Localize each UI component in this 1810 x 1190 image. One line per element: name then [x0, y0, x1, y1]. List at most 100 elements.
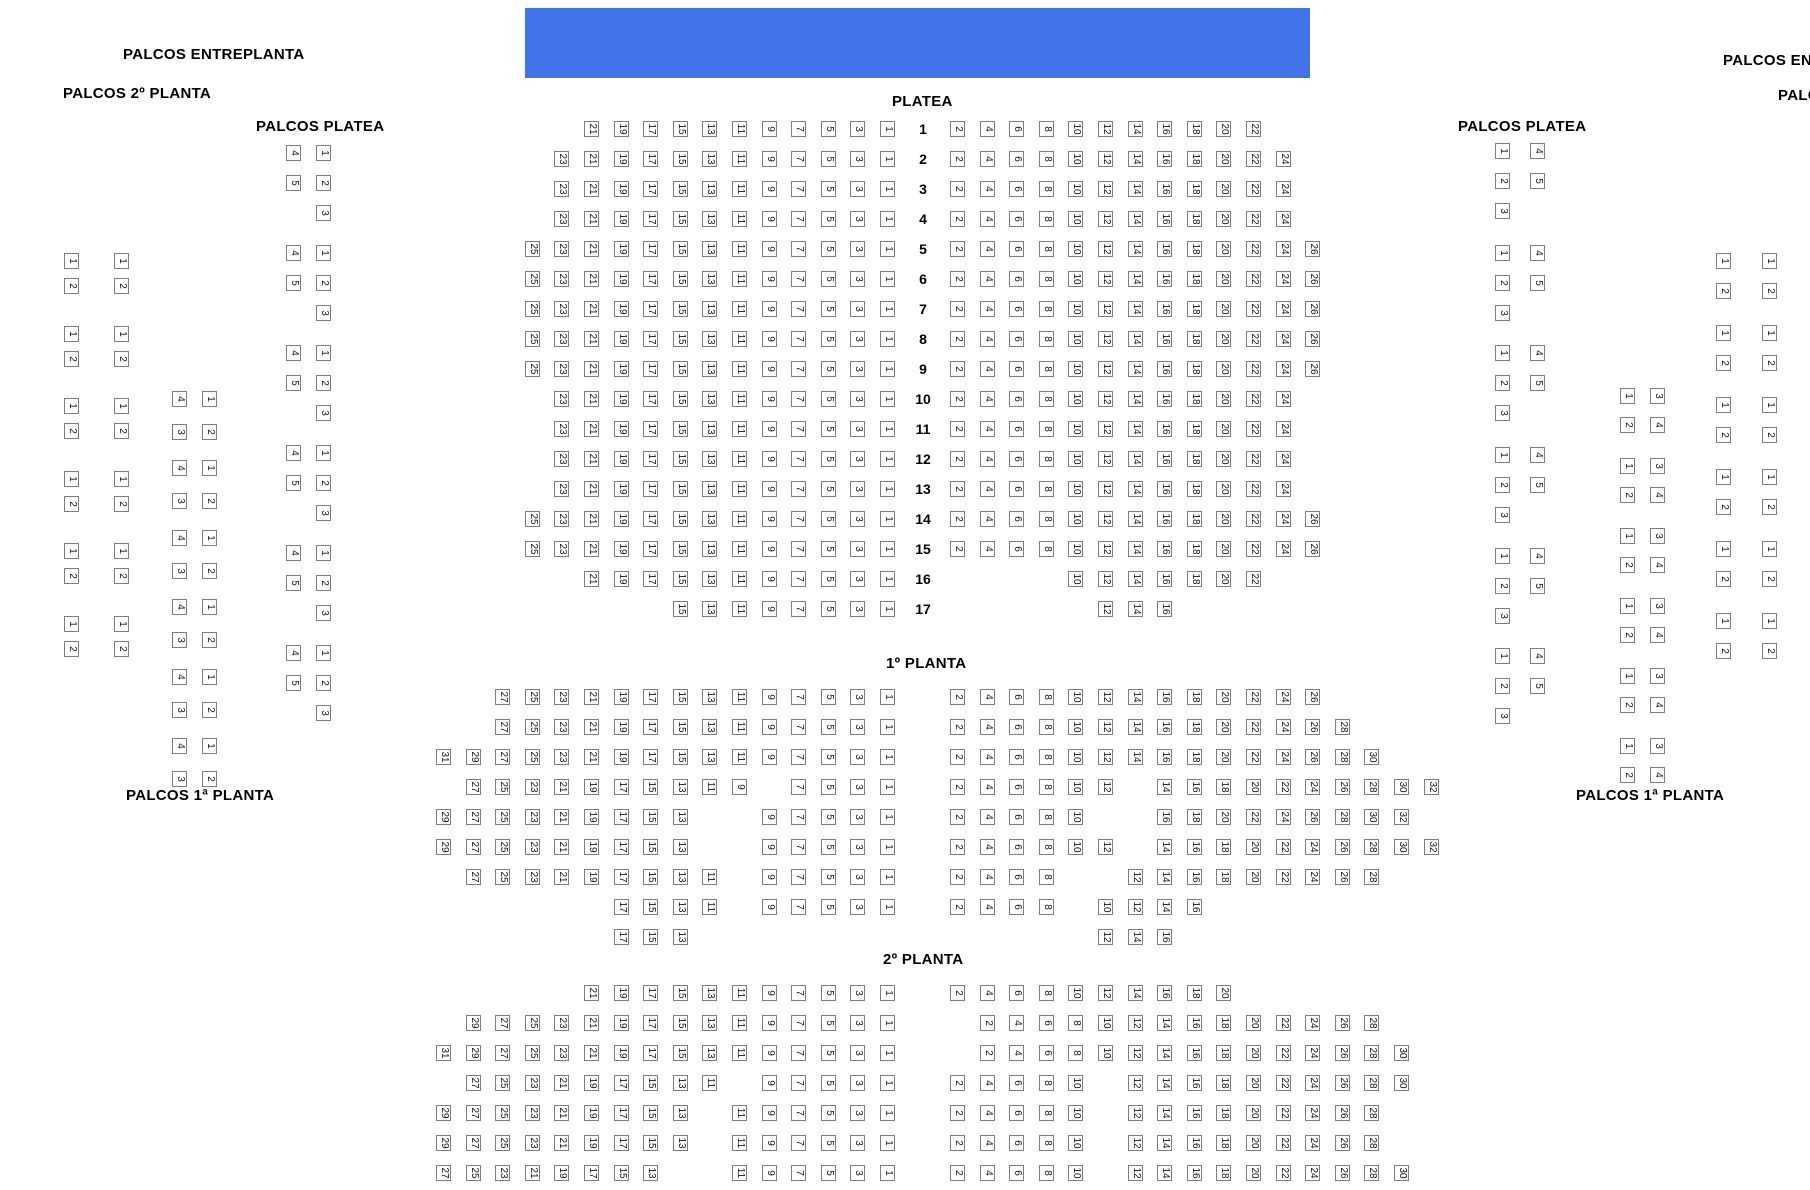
- seat[interactable]: 16: [1187, 1015, 1202, 1031]
- seat[interactable]: 2: [1762, 427, 1777, 443]
- seat[interactable]: 7: [791, 719, 806, 735]
- seat[interactable]: 5: [821, 779, 836, 795]
- seat[interactable]: 2: [64, 496, 79, 512]
- seat[interactable]: 27: [466, 779, 481, 795]
- seat[interactable]: 6: [1009, 451, 1024, 467]
- seat[interactable]: 4: [980, 985, 995, 1001]
- seat[interactable]: 2: [950, 151, 965, 167]
- seat[interactable]: 1: [1620, 668, 1635, 684]
- seat[interactable]: 22: [1246, 181, 1261, 197]
- seat[interactable]: 12: [1098, 211, 1113, 227]
- seat[interactable]: 2: [114, 278, 129, 294]
- seat[interactable]: 28: [1364, 1135, 1379, 1151]
- seat[interactable]: 25: [466, 1165, 481, 1181]
- seat[interactable]: 8: [1068, 1015, 1083, 1031]
- seat[interactable]: 13: [702, 985, 717, 1001]
- seat[interactable]: 24: [1305, 1105, 1320, 1121]
- seat[interactable]: 28: [1364, 869, 1379, 885]
- seat[interactable]: 13: [702, 601, 717, 617]
- seat[interactable]: 2: [114, 351, 129, 367]
- seat[interactable]: 9: [762, 809, 777, 825]
- seat[interactable]: 5: [821, 361, 836, 377]
- seat[interactable]: 15: [673, 241, 688, 257]
- seat[interactable]: 10: [1068, 809, 1083, 825]
- seat[interactable]: 27: [495, 719, 510, 735]
- seat[interactable]: 17: [643, 211, 658, 227]
- seat[interactable]: 3: [316, 305, 331, 321]
- seat[interactable]: 24: [1276, 301, 1291, 317]
- seat[interactable]: 9: [762, 271, 777, 287]
- seat[interactable]: 20: [1216, 451, 1231, 467]
- seat[interactable]: 16: [1157, 809, 1172, 825]
- seat[interactable]: 23: [554, 181, 569, 197]
- seat[interactable]: 21: [554, 1105, 569, 1121]
- seat[interactable]: 2: [1495, 375, 1510, 391]
- seat[interactable]: 3: [316, 505, 331, 521]
- seat[interactable]: 5: [821, 511, 836, 527]
- seat[interactable]: 28: [1364, 1015, 1379, 1031]
- seat[interactable]: 22: [1246, 271, 1261, 287]
- seat[interactable]: 1: [1762, 325, 1777, 341]
- seat[interactable]: 10: [1068, 181, 1083, 197]
- seat[interactable]: 10: [1098, 1045, 1113, 1061]
- seat[interactable]: 5: [821, 451, 836, 467]
- seat[interactable]: 11: [732, 181, 747, 197]
- seat[interactable]: 3: [1650, 668, 1665, 684]
- seat[interactable]: 1: [114, 326, 129, 342]
- seat[interactable]: 16: [1157, 181, 1172, 197]
- seat[interactable]: 15: [673, 541, 688, 557]
- seat[interactable]: 2: [1716, 643, 1731, 659]
- seat[interactable]: 9: [762, 1165, 777, 1181]
- seat[interactable]: 20: [1216, 541, 1231, 557]
- seat[interactable]: 25: [525, 361, 540, 377]
- seat[interactable]: 3: [172, 563, 187, 579]
- seat[interactable]: 4: [980, 511, 995, 527]
- seat[interactable]: 24: [1276, 689, 1291, 705]
- seat[interactable]: 26: [1305, 271, 1320, 287]
- seat[interactable]: 7: [791, 511, 806, 527]
- seat[interactable]: 19: [614, 151, 629, 167]
- seat[interactable]: 3: [850, 211, 865, 227]
- seat[interactable]: 3: [850, 749, 865, 765]
- seat[interactable]: 14: [1128, 301, 1143, 317]
- seat[interactable]: 32: [1424, 839, 1439, 855]
- seat[interactable]: 9: [762, 719, 777, 735]
- seat[interactable]: 2: [950, 301, 965, 317]
- seat[interactable]: 1: [202, 669, 217, 685]
- seat[interactable]: 6: [1009, 1075, 1024, 1091]
- seat[interactable]: 9: [762, 121, 777, 137]
- seat[interactable]: 19: [614, 1015, 629, 1031]
- seat[interactable]: 14: [1128, 331, 1143, 347]
- seat[interactable]: 18: [1187, 181, 1202, 197]
- seat[interactable]: 18: [1187, 571, 1202, 587]
- seat[interactable]: 15: [673, 121, 688, 137]
- seat[interactable]: 12: [1098, 779, 1113, 795]
- seat[interactable]: 2: [1495, 678, 1510, 694]
- seat[interactable]: 11: [732, 1135, 747, 1151]
- seat[interactable]: 15: [673, 985, 688, 1001]
- seat[interactable]: 3: [850, 331, 865, 347]
- seat[interactable]: 2: [950, 1165, 965, 1181]
- seat[interactable]: 5: [821, 869, 836, 885]
- seat[interactable]: 16: [1187, 779, 1202, 795]
- seat[interactable]: 5: [821, 571, 836, 587]
- seat[interactable]: 12: [1098, 985, 1113, 1001]
- seat[interactable]: 13: [673, 1135, 688, 1151]
- seat[interactable]: 5: [821, 839, 836, 855]
- seat[interactable]: 21: [584, 1045, 599, 1061]
- seat[interactable]: 6: [1009, 809, 1024, 825]
- seat[interactable]: 28: [1335, 719, 1350, 735]
- seat[interactable]: 9: [762, 361, 777, 377]
- seat[interactable]: 2: [1762, 355, 1777, 371]
- seat[interactable]: 4: [980, 779, 995, 795]
- seat[interactable]: 11: [702, 899, 717, 915]
- seat[interactable]: 21: [584, 211, 599, 227]
- seat[interactable]: 32: [1394, 809, 1409, 825]
- seat[interactable]: 12: [1098, 689, 1113, 705]
- seat[interactable]: 1: [1762, 613, 1777, 629]
- seat[interactable]: 12: [1098, 421, 1113, 437]
- seat[interactable]: 18: [1187, 985, 1202, 1001]
- seat[interactable]: 3: [850, 451, 865, 467]
- seat[interactable]: 4: [980, 839, 995, 855]
- seat[interactable]: 1: [64, 471, 79, 487]
